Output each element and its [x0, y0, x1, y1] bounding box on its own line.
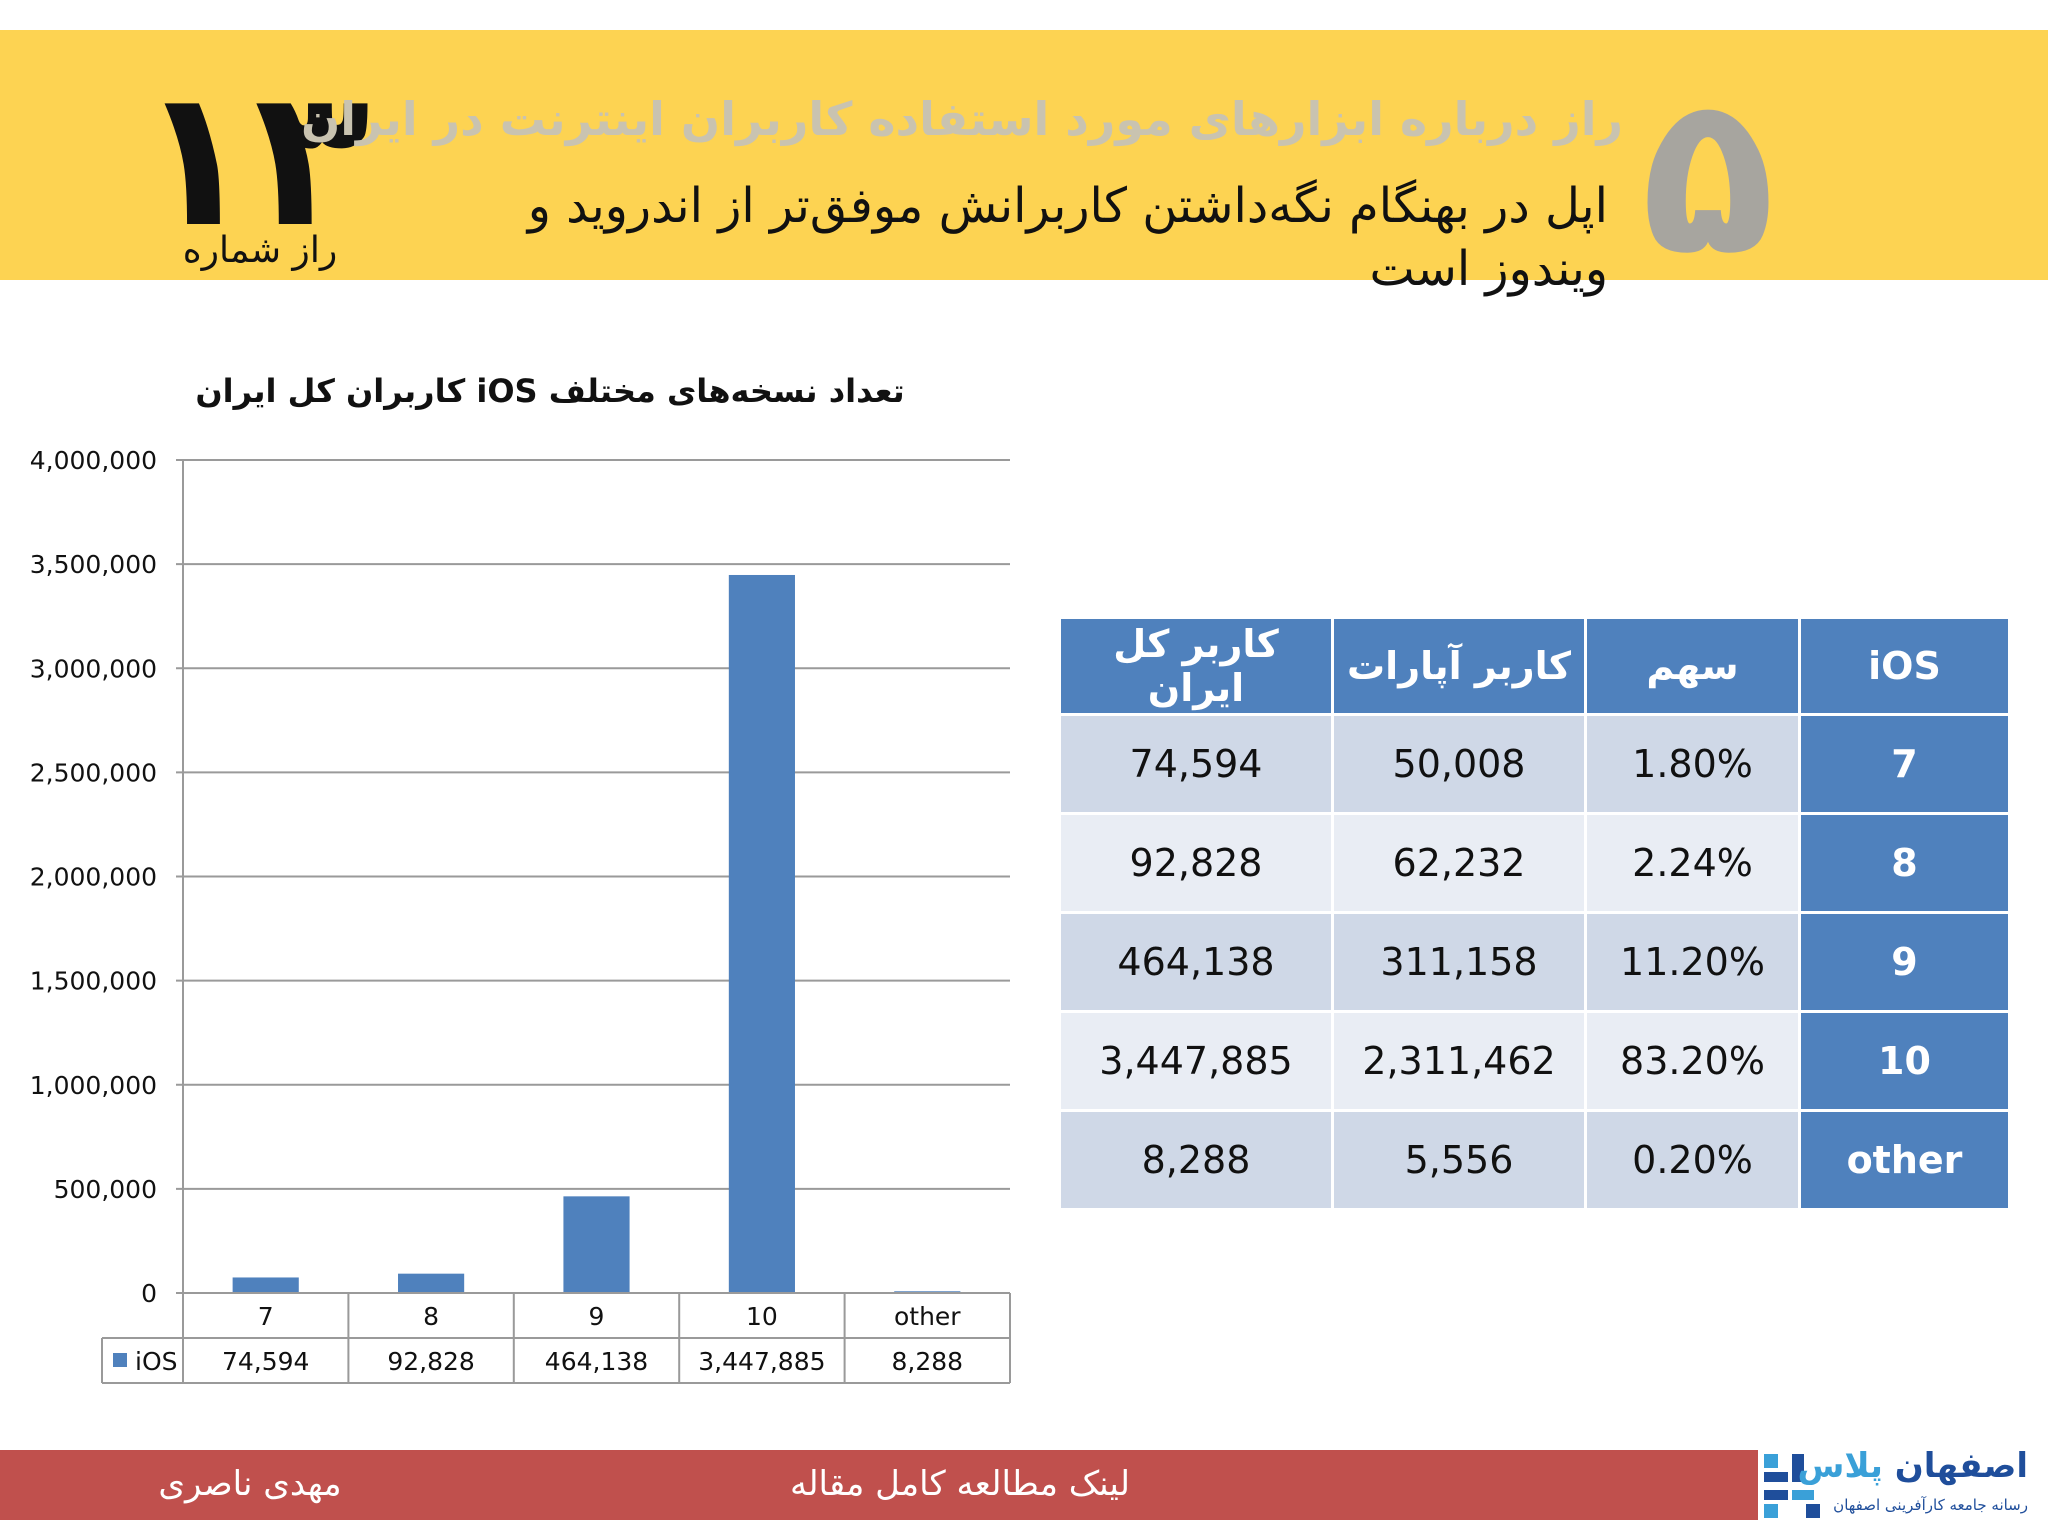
logo-mark-icon [1764, 1454, 1820, 1518]
table-row: 7 1.80% 50,008 74,594 [1061, 716, 2008, 812]
y-tick-label: 2,500,000 [30, 758, 157, 787]
cell-share: 2.24% [1587, 815, 1798, 911]
bar-7 [232, 1277, 299, 1293]
logo-text-part1: اصفهان [1894, 1446, 2028, 1486]
y-tick-label: 1,000,000 [30, 1071, 157, 1100]
table-header-row: iOS سهم کاربر آپارات کاربر کل ایران [1061, 619, 2008, 713]
cell-aparat-users: 5,556 [1334, 1112, 1584, 1208]
bar-9 [563, 1196, 630, 1293]
author-name: مهدی ناصری [158, 1464, 342, 1504]
cell-aparat-users: 311,158 [1334, 914, 1584, 1010]
y-tick-label: 1,500,000 [30, 967, 157, 996]
bar-8 [398, 1273, 465, 1293]
column-header-share: سهم [1587, 619, 1798, 713]
logo-tagline: رسانه جامعه کارآفرینی اصفهان [1833, 1496, 2028, 1514]
cell-aparat-users: 50,008 [1334, 716, 1584, 812]
cell-total-users: 8,288 [1061, 1112, 1331, 1208]
cell-version: 8 [1801, 815, 2008, 911]
site-logo[interactable]: اصفهان پلاس رسانه جامعه کارآفرینی اصفهان [1762, 1446, 2048, 1526]
data-label: 3,447,885 [698, 1347, 825, 1376]
bar-chart: 0 500,000 1,000,000 1,500,000 2,000,000 2,500… [30, 446, 1011, 1384]
header-banner: ۱۳ راز شماره راز درباره ابزارهای مورد اس… [0, 30, 2048, 297]
x-tick-label: 7 [258, 1302, 274, 1331]
data-label: 74,594 [222, 1347, 309, 1376]
chart-title: تعداد نسخه‌های مختلف iOS کاربران کل ایرا… [195, 372, 905, 410]
table-row: other 0.20% 5,556 8,288 [1061, 1112, 2008, 1208]
footer-bar: لینک مطالعه کامل مقاله مهدی ناصری [0, 1450, 1758, 1520]
table-row: 8 2.24% 62,232 92,828 [1061, 815, 2008, 911]
cell-total-users: 92,828 [1061, 815, 1331, 911]
x-tick-label: 10 [746, 1302, 778, 1331]
column-header-total-users: کاربر کل ایران [1061, 619, 1331, 713]
column-header-ios: iOS [1801, 619, 2008, 713]
data-label: 92,828 [387, 1347, 474, 1376]
x-tick-label: 9 [589, 1302, 605, 1331]
secret-count: ۱۳ [138, 48, 370, 269]
ios-data-table: iOS سهم کاربر آپارات کاربر کل ایران 7 1.… [1058, 616, 2011, 1211]
cell-share: 11.20% [1587, 914, 1798, 1010]
cell-share: 1.80% [1587, 716, 1798, 812]
cell-total-users: 464,138 [1061, 914, 1331, 1010]
cell-aparat-users: 62,232 [1334, 815, 1584, 911]
table-row: 9 11.20% 311,158 464,138 [1061, 914, 2008, 1010]
cell-total-users: 3,447,885 [1061, 1013, 1331, 1109]
cell-share: 0.20% [1587, 1112, 1798, 1208]
full-article-link[interactable]: لینک مطالعه کامل مقاله [789, 1464, 1131, 1504]
data-label: 464,138 [545, 1347, 648, 1376]
y-tick-label: 4,000,000 [30, 446, 157, 475]
table-row: 10 83.20% 2,311,462 3,447,885 [1061, 1013, 2008, 1109]
page-title: راز درباره ابزارهای مورد استفاده کاربران… [300, 92, 1623, 146]
y-tick-label: 3,000,000 [30, 654, 157, 683]
logo-text: اصفهان پلاس [1797, 1446, 2028, 1486]
cell-aparat-users: 2,311,462 [1334, 1013, 1584, 1109]
secret-count-label: راز شماره [182, 230, 338, 271]
legend-label: iOS [135, 1347, 178, 1376]
column-header-aparat-users: کاربر آپارات [1334, 619, 1584, 713]
y-tick-label: 500,000 [54, 1175, 157, 1204]
data-label: 8,288 [892, 1347, 964, 1376]
legend-swatch [113, 1353, 127, 1367]
x-tick-label: 8 [423, 1302, 439, 1331]
cell-version: other [1801, 1112, 2008, 1208]
y-tick-label: 3,500,000 [30, 550, 157, 579]
logo-text-part2: پلاس [1797, 1446, 1883, 1486]
secret-statement: اپل در بهنگام نگه‌داشتن کاربرانش موفق‌تر… [527, 178, 1608, 298]
cell-version: 7 [1801, 716, 2008, 812]
cell-share: 83.20% [1587, 1013, 1798, 1109]
secret-number: ۵ [1640, 47, 1776, 303]
cell-version: 9 [1801, 914, 2008, 1010]
cell-total-users: 74,594 [1061, 716, 1331, 812]
y-tick-label: 2,000,000 [30, 863, 157, 892]
cell-version: 10 [1801, 1013, 2008, 1109]
x-tick-label: other [894, 1302, 961, 1331]
y-tick-label: 0 [141, 1279, 157, 1308]
bar-10 [728, 574, 795, 1293]
